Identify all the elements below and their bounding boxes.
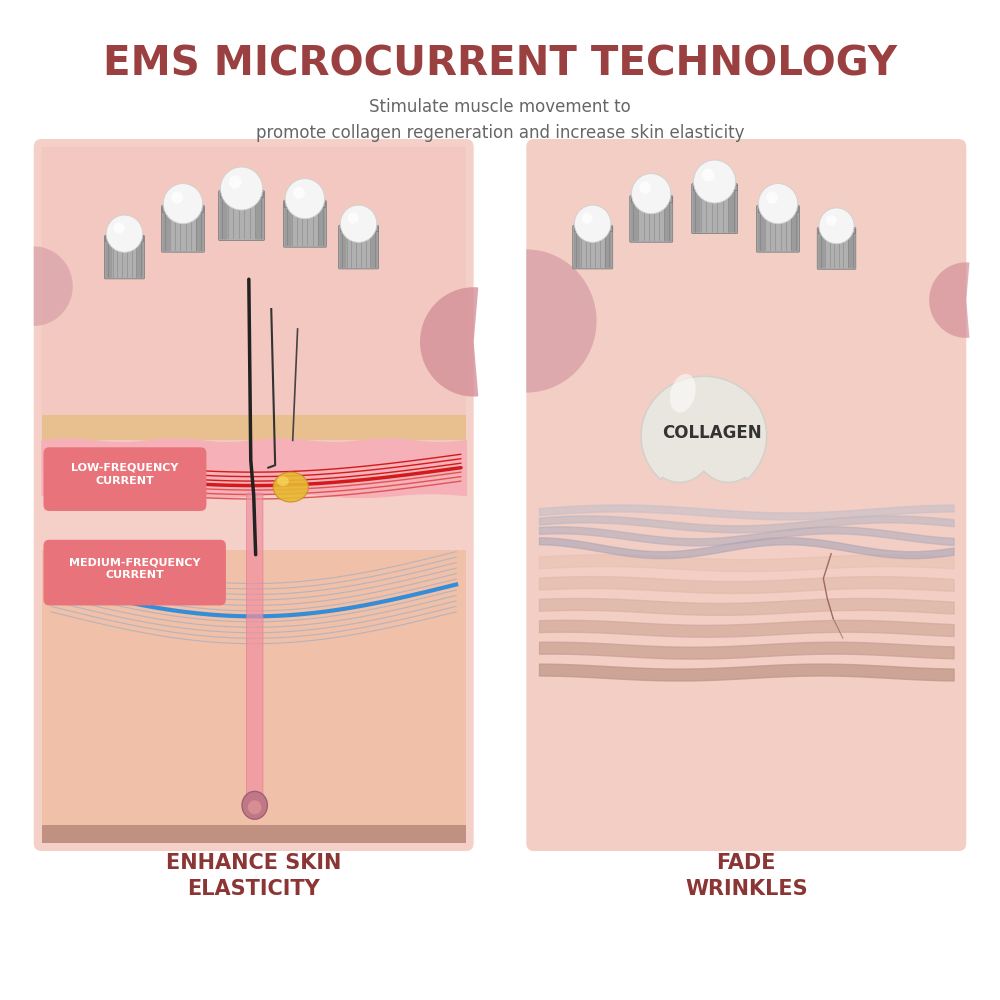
FancyBboxPatch shape	[162, 207, 170, 251]
Circle shape	[171, 192, 183, 204]
FancyBboxPatch shape	[220, 192, 227, 239]
FancyBboxPatch shape	[43, 447, 206, 511]
FancyBboxPatch shape	[42, 147, 466, 470]
Bar	[220, 192, 263, 197]
FancyBboxPatch shape	[371, 227, 378, 268]
FancyBboxPatch shape	[284, 202, 292, 246]
Wedge shape	[929, 262, 969, 338]
FancyBboxPatch shape	[791, 207, 798, 251]
FancyBboxPatch shape	[105, 236, 112, 278]
Circle shape	[702, 169, 715, 182]
FancyBboxPatch shape	[848, 229, 855, 268]
Ellipse shape	[248, 800, 262, 814]
FancyBboxPatch shape	[630, 196, 673, 242]
FancyBboxPatch shape	[137, 236, 143, 278]
FancyBboxPatch shape	[283, 201, 326, 247]
Bar	[574, 227, 612, 231]
FancyBboxPatch shape	[729, 185, 737, 232]
Bar	[42, 415, 466, 440]
Circle shape	[694, 160, 736, 203]
Circle shape	[106, 215, 143, 252]
Circle shape	[348, 213, 359, 224]
Text: ENHANCE SKIN
ELASTICITY: ENHANCE SKIN ELASTICITY	[166, 853, 341, 899]
Circle shape	[819, 208, 854, 244]
Circle shape	[574, 205, 611, 242]
Bar	[631, 197, 672, 202]
FancyBboxPatch shape	[693, 185, 701, 232]
Circle shape	[293, 187, 305, 199]
Bar	[340, 227, 378, 231]
FancyBboxPatch shape	[34, 139, 474, 851]
Text: FADE
WRINKLES: FADE WRINKLES	[685, 853, 808, 899]
Circle shape	[639, 182, 651, 194]
Bar	[105, 236, 143, 241]
Polygon shape	[641, 376, 767, 482]
Circle shape	[229, 176, 242, 189]
FancyBboxPatch shape	[757, 206, 799, 252]
Bar	[693, 185, 737, 190]
Bar	[284, 202, 325, 207]
Circle shape	[163, 184, 203, 224]
FancyBboxPatch shape	[219, 191, 264, 240]
FancyBboxPatch shape	[526, 139, 966, 851]
FancyBboxPatch shape	[692, 184, 738, 233]
FancyBboxPatch shape	[340, 227, 346, 268]
Circle shape	[285, 179, 325, 219]
FancyBboxPatch shape	[758, 207, 765, 251]
FancyBboxPatch shape	[817, 228, 856, 269]
Circle shape	[582, 213, 593, 224]
Bar	[758, 207, 798, 212]
Text: Stimulate muscle movement to
promote collagen regeneration and increase skin ela: Stimulate muscle movement to promote col…	[256, 98, 744, 142]
Circle shape	[340, 205, 377, 242]
Circle shape	[220, 167, 263, 210]
FancyBboxPatch shape	[631, 197, 638, 241]
FancyBboxPatch shape	[196, 207, 203, 251]
FancyBboxPatch shape	[162, 206, 204, 252]
Circle shape	[766, 192, 778, 204]
Wedge shape	[526, 249, 597, 393]
Bar	[162, 207, 203, 212]
FancyBboxPatch shape	[43, 540, 226, 605]
FancyBboxPatch shape	[573, 226, 613, 269]
Ellipse shape	[273, 472, 308, 502]
FancyBboxPatch shape	[818, 229, 825, 268]
FancyBboxPatch shape	[339, 226, 379, 269]
Circle shape	[632, 174, 671, 214]
Text: EMS MICROCURRENT TECHNOLOGY: EMS MICROCURRENT TECHNOLOGY	[103, 44, 897, 84]
Text: MEDIUM-FREQUENCY
CURRENT: MEDIUM-FREQUENCY CURRENT	[69, 557, 200, 580]
Circle shape	[826, 215, 837, 226]
FancyBboxPatch shape	[605, 227, 612, 268]
Circle shape	[758, 184, 798, 224]
FancyBboxPatch shape	[664, 197, 672, 241]
Ellipse shape	[670, 374, 696, 412]
Text: COLLAGEN: COLLAGEN	[662, 424, 761, 442]
Wedge shape	[34, 246, 73, 326]
Bar	[42, 550, 466, 843]
Text: LOW-FREQUENCY
CURRENT: LOW-FREQUENCY CURRENT	[71, 463, 179, 486]
FancyBboxPatch shape	[256, 192, 263, 239]
FancyBboxPatch shape	[246, 493, 263, 805]
Ellipse shape	[277, 476, 289, 486]
FancyBboxPatch shape	[574, 227, 580, 268]
Bar	[42, 825, 466, 843]
Ellipse shape	[242, 791, 267, 819]
Bar	[818, 229, 855, 233]
FancyBboxPatch shape	[318, 202, 325, 246]
FancyBboxPatch shape	[104, 235, 144, 279]
Wedge shape	[420, 287, 478, 397]
Circle shape	[113, 223, 124, 234]
